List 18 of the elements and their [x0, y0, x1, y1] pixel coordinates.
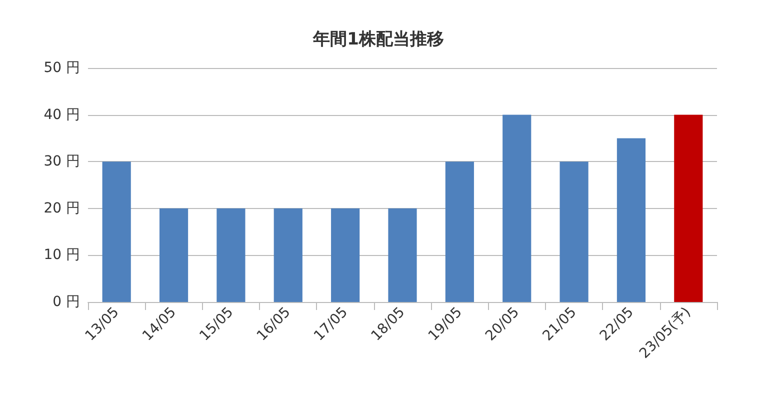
bar: [560, 162, 588, 302]
y-tick-label: 0 円: [52, 294, 80, 310]
bar: [445, 162, 474, 302]
chart-title: 年間1株配当推移: [312, 30, 444, 50]
bar: [502, 114, 532, 302]
bar: [674, 114, 703, 302]
y-tick-label: 30 円: [44, 154, 80, 170]
y-tick-label: 10 円: [44, 247, 80, 264]
bar: [102, 162, 131, 302]
y-tick-label: 20 円: [44, 200, 80, 216]
y-tick-label: 40 円: [44, 106, 80, 123]
bar: [616, 138, 646, 302]
bar: [388, 208, 417, 302]
bar: [331, 208, 360, 302]
y-tick-label: 50 円: [44, 60, 80, 76]
bar: [159, 208, 188, 302]
bar: [274, 208, 302, 302]
bar: [216, 208, 246, 302]
